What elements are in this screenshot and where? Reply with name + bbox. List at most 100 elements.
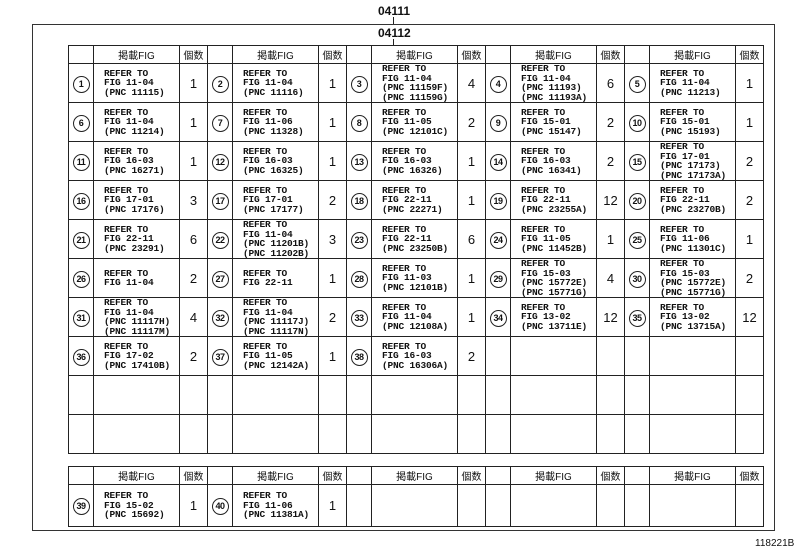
fig-reference: REFER TO FIG 22-11 (PNC 22271) <box>371 180 458 220</box>
header-qty: 個数 <box>318 466 347 485</box>
fig-line: REFER TO <box>243 106 288 118</box>
fig-line: REFER TO <box>660 184 705 196</box>
fig-reference: REFER TO FIG 11-04 (PNC 11116) <box>232 63 319 103</box>
fig-reference: REFER TO FIG 16-03 (PNC 16306A) <box>371 336 458 376</box>
header-num <box>485 45 511 64</box>
fig-reference: REFER TO FIG 15-01 (PNC 15193) <box>649 102 736 142</box>
table-row: 36 REFER TO FIG 17-02 (PNC 17410B) 2 37 REFER … <box>68 336 764 376</box>
fig-line: REFER TO <box>660 141 705 152</box>
fig-line: (PNC 17173) <box>660 160 721 171</box>
fig-reference: REFER TO FIG 17-01 (PNC 17176) <box>93 180 180 220</box>
fig-line: (PNC 15772E) <box>660 277 727 288</box>
item-number <box>485 375 511 415</box>
fig-reference <box>93 414 180 454</box>
table-row: 6 REFER TO FIG 11-04 (PNC 11214) 1 7 REFER TO F… <box>68 102 764 142</box>
circled-number: 17 <box>211 192 229 210</box>
circled-number: 31 <box>72 309 90 327</box>
fig-line: FIG 11-06 <box>243 499 293 511</box>
fig-line: (PNC 11117J) <box>243 316 310 327</box>
fig-line: (PNC 16325) <box>243 164 304 176</box>
fig-line: FIG 15-03 <box>521 267 571 279</box>
fig-line: (PNC 23270B) <box>660 203 727 215</box>
fig-line: REFER TO <box>104 67 149 79</box>
table-row: 31 REFER TO FIG 11-04 (PNC 11117H) (PNC 1111… <box>68 297 764 337</box>
fig-line: REFER TO <box>382 184 427 196</box>
fig-line: FIG 15-01 <box>660 116 710 128</box>
header-num <box>624 466 650 485</box>
fig-reference: REFER TO FIG 22-11 (PNC 23270B) <box>649 180 736 220</box>
quantity: 2 <box>596 102 625 142</box>
header-num <box>346 45 372 64</box>
quantity: 1 <box>179 141 208 181</box>
fig-line: REFER TO <box>660 301 705 313</box>
quantity: 2 <box>457 336 486 376</box>
circled-number: 3 <box>350 75 368 93</box>
fig-line: REFER TO <box>243 267 288 279</box>
fig-line: FIG 11-04 <box>104 77 154 89</box>
item-number: 3 <box>346 63 372 103</box>
quantity: 1 <box>735 219 764 259</box>
header-fig: 掲載FIG <box>649 45 736 64</box>
circled-number: 18 <box>350 192 368 210</box>
fig-line: (PNC 12101B) <box>382 281 449 293</box>
fig-line: FIG 11-05 <box>243 350 293 362</box>
quantity <box>179 375 208 415</box>
fig-reference <box>649 484 736 527</box>
item-number: 19 <box>485 180 511 220</box>
fig-line: (PNC 15692) <box>104 509 165 521</box>
item-number: 25 <box>624 219 650 259</box>
table-row: 26 REFER TO FIG 11-04 2 27 REFER TO FIG 22-11 1… <box>68 258 764 298</box>
fig-reference: REFER TO FIG 15-03 (PNC 15772E) (PNC 15771G… <box>510 258 597 298</box>
quantity: 1 <box>179 484 208 527</box>
header-qty: 個数 <box>596 466 625 485</box>
main-parts-table: 掲載FIG 個数 掲載FIG 個数 掲載FIG 個数 掲載FIG 個数 掲載FIG 個数 1 REFE… <box>68 45 764 454</box>
item-number: 39 <box>68 484 94 527</box>
fig-reference: REFER TO FIG 16-03 (PNC 16326) <box>371 141 458 181</box>
header-num <box>346 466 372 485</box>
header-qty: 個数 <box>179 466 208 485</box>
fig-reference: REFER TO FIG 11-06 (PNC 11381A) <box>232 484 319 527</box>
item-number: 40 <box>207 484 233 527</box>
quantity <box>457 375 486 415</box>
fig-reference: REFER TO FIG 11-04 (PNC 11214) <box>93 102 180 142</box>
quantity: 1 <box>318 258 347 298</box>
fig-line: (PNC 17176) <box>104 203 165 215</box>
fig-reference: REFER TO FIG 15-03 (PNC 15772E) (PNC 15771G… <box>649 258 736 298</box>
quantity: 2 <box>318 297 347 337</box>
fig-line: FIG 11-04 <box>243 228 293 240</box>
fig-reference: REFER TO FIG 17-02 (PNC 17410B) <box>93 336 180 376</box>
fig-line: FIG 17-01 <box>243 194 293 206</box>
quantity: 1 <box>179 102 208 142</box>
fig-line: REFER TO <box>243 490 288 502</box>
item-number: 23 <box>346 219 372 259</box>
fig-reference: REFER TO FIG 17-01 (PNC 17173) (PNC 17173A) <box>649 141 736 181</box>
quantity: 1 <box>318 102 347 142</box>
item-number <box>207 375 233 415</box>
header-num <box>624 45 650 64</box>
item-number <box>624 414 650 454</box>
fig-line: (PNC 11213) <box>660 86 721 98</box>
figure-id: 118221B <box>755 538 795 549</box>
fig-reference: REFER TO FIG 16-03 (PNC 16325) <box>232 141 319 181</box>
table-row <box>68 414 764 454</box>
quantity: 2 <box>179 258 208 298</box>
circled-number: 32 <box>211 309 229 327</box>
header-fig: 掲載FIG <box>232 466 319 485</box>
circled-number: 33 <box>350 309 368 327</box>
quantity: 1 <box>457 297 486 337</box>
bottom-parts-table: 掲載FIG 個数 掲載FIG 個数 掲載FIG 個数 掲載FIG 個数 掲載FIG 個数 39 REF… <box>68 466 764 527</box>
item-number: 21 <box>68 219 94 259</box>
circled-number: 11 <box>72 153 90 171</box>
fig-line: REFER TO <box>243 67 288 79</box>
fig-reference <box>93 375 180 415</box>
item-number: 29 <box>485 258 511 298</box>
quantity: 4 <box>457 63 486 103</box>
header-row: 掲載FIG 個数 掲載FIG 個数 掲載FIG 個数 掲載FIG 個数 掲載FIG 個数 <box>68 45 764 64</box>
table-row: 1 REFER TO FIG 11-04 (PNC 11115) 1 2 REFER TO F… <box>68 63 764 103</box>
fig-line: FIG 22-11 <box>243 277 293 288</box>
fig-line: (PNC 11117H) <box>104 316 171 327</box>
header-qty: 個数 <box>179 45 208 64</box>
fig-line: FIG 11-04 <box>243 306 293 318</box>
fig-line: REFER TO <box>104 340 149 352</box>
fig-line: (PNC 11301C) <box>660 242 727 254</box>
